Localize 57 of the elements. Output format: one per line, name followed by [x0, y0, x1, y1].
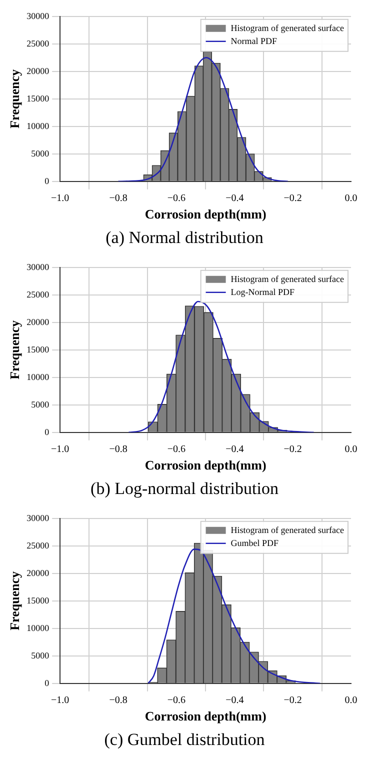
x-tick-label: 0.0 [344, 444, 358, 456]
x-tick-label: −0.4 [226, 193, 244, 204]
y-tick-label: 0 [44, 678, 50, 688]
x-tick-label: −0.8 [109, 695, 128, 706]
y-axis-title: Frequency [7, 320, 22, 380]
y-tick-label: 30000 [26, 262, 50, 272]
x-tick-label: −0.6 [167, 444, 186, 456]
x-axis-title: Corrosion depth(mm) [144, 708, 266, 724]
legend-label: Gumbel PDF [230, 538, 279, 548]
legend-label: Histogram of generated surface [230, 274, 344, 284]
x-axis-title: Corrosion depth(mm) [144, 206, 266, 222]
text: (a) Normal distribution [104, 227, 264, 249]
y-tick-label: 10000 [26, 372, 50, 382]
y-tick-label: 20000 [26, 568, 50, 578]
legend-label: Log-Normal PDF [230, 286, 295, 297]
y-tick-label: 5000 [31, 148, 50, 158]
x-tick-label: −0.2 [284, 695, 302, 706]
x-tick-label: −0.6 [167, 193, 186, 204]
y-tick-label: 25000 [26, 540, 50, 550]
x-tick-label: −0.4 [226, 444, 244, 456]
y-tick-label: 0 [44, 176, 50, 186]
legend-label: Histogram of generated surface [230, 524, 344, 535]
x-tick-label: 0.0 [344, 193, 358, 204]
line-series [128, 300, 314, 432]
x-tick-label: −0.8 [109, 193, 128, 204]
legend-label: Histogram of generated surface [230, 22, 344, 33]
text: (c) Gumbel distribution [103, 729, 266, 751]
y-tick-label: 30000 [26, 512, 50, 523]
y-tick-label: 15000 [26, 93, 50, 104]
y-tick-label: 10000 [26, 622, 50, 633]
x-tick-label: −0.2 [284, 193, 302, 204]
y-tick-label: 20000 [26, 66, 50, 76]
y-axis-title: Frequency [7, 570, 22, 630]
y-tick-label: 30000 [26, 10, 50, 21]
y-tick-label: 5000 [31, 399, 50, 410]
y-tick-label: 15000 [26, 595, 50, 606]
legend-label: Normal PDF [230, 36, 278, 46]
x-tick-label: −1.0 [51, 695, 70, 706]
x-axis-title: Corrosion depth(mm) [144, 458, 266, 473]
x-tick-label: −0.2 [284, 444, 302, 456]
y-tick-label: 25000 [26, 38, 50, 48]
text: (b) Log-normal distribution [90, 478, 280, 500]
x-tick-label: −0.8 [109, 444, 128, 456]
y-tick-label: 15000 [26, 344, 50, 354]
x-tick-label: 0.0 [344, 695, 358, 706]
y-tick-label: 5000 [31, 650, 50, 660]
y-tick-label: 20000 [26, 316, 50, 327]
y-axis-title: Frequency [7, 68, 22, 128]
x-tick-label: −0.4 [226, 695, 244, 706]
y-tick-label: 0 [44, 426, 50, 437]
line-series [148, 548, 321, 684]
line-series [118, 57, 289, 182]
x-tick-label: −1.0 [51, 444, 70, 456]
y-tick-label: 10000 [26, 120, 50, 131]
x-tick-label: −1.0 [51, 193, 70, 204]
y-tick-label: 25000 [26, 289, 50, 300]
x-tick-label: −0.6 [167, 695, 186, 706]
